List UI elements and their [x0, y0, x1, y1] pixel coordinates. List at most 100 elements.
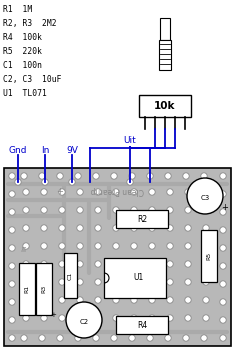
Circle shape: [95, 189, 101, 195]
Circle shape: [131, 243, 137, 249]
Circle shape: [75, 173, 81, 179]
Circle shape: [201, 335, 207, 341]
Circle shape: [220, 299, 226, 305]
Circle shape: [131, 261, 137, 267]
Circle shape: [9, 245, 15, 251]
Circle shape: [220, 335, 226, 341]
Text: Clean Preamp: Clean Preamp: [91, 185, 144, 194]
Circle shape: [23, 243, 29, 249]
Text: C3: C3: [200, 195, 210, 201]
Circle shape: [147, 173, 153, 179]
Circle shape: [23, 315, 29, 321]
Text: R2, R3  2M2: R2, R3 2M2: [3, 19, 57, 28]
Circle shape: [77, 225, 83, 231]
Circle shape: [129, 335, 135, 341]
Text: In: In: [21, 245, 27, 251]
Circle shape: [77, 189, 83, 195]
Circle shape: [167, 225, 173, 231]
Text: Gnd: Gnd: [9, 146, 27, 155]
Circle shape: [131, 189, 137, 195]
Circle shape: [165, 173, 171, 179]
Circle shape: [95, 297, 101, 303]
Text: 10k: 10k: [154, 101, 176, 111]
Circle shape: [95, 207, 101, 213]
Circle shape: [185, 189, 191, 195]
Circle shape: [21, 173, 27, 179]
Circle shape: [113, 297, 119, 303]
Bar: [36, 263, 52, 315]
Circle shape: [93, 335, 99, 341]
Circle shape: [203, 243, 209, 249]
Bar: [160, 18, 170, 40]
Text: R3: R3: [42, 285, 47, 293]
Text: R1  1M: R1 1M: [3, 5, 32, 14]
Circle shape: [185, 315, 191, 321]
Bar: [4, 168, 231, 346]
Circle shape: [77, 261, 83, 267]
Circle shape: [59, 189, 65, 195]
Circle shape: [127, 179, 133, 185]
Circle shape: [57, 335, 63, 341]
Circle shape: [131, 225, 137, 231]
Circle shape: [69, 179, 75, 185]
Text: In: In: [41, 146, 49, 155]
Circle shape: [167, 243, 173, 249]
Circle shape: [41, 297, 47, 303]
Circle shape: [9, 317, 15, 323]
Bar: [64, 253, 77, 298]
Circle shape: [220, 263, 226, 269]
Text: R4: R4: [137, 320, 147, 330]
Circle shape: [23, 279, 29, 285]
Text: R1: R1: [24, 285, 30, 293]
Circle shape: [147, 335, 153, 341]
Bar: [116, 316, 168, 334]
Circle shape: [185, 297, 191, 303]
Circle shape: [185, 225, 191, 231]
Circle shape: [131, 297, 137, 303]
Circle shape: [203, 207, 209, 213]
Circle shape: [9, 209, 15, 215]
Circle shape: [41, 315, 47, 321]
Circle shape: [59, 243, 65, 249]
Text: R2: R2: [137, 214, 147, 224]
Circle shape: [77, 315, 83, 321]
Circle shape: [15, 179, 21, 185]
Bar: [104, 258, 166, 298]
Text: C2: C2: [79, 319, 89, 325]
Circle shape: [187, 178, 223, 214]
Circle shape: [149, 225, 155, 231]
Circle shape: [129, 173, 135, 179]
Circle shape: [95, 243, 101, 249]
Circle shape: [203, 315, 209, 321]
Circle shape: [23, 225, 29, 231]
Circle shape: [41, 261, 47, 267]
Circle shape: [41, 279, 47, 285]
Circle shape: [111, 173, 117, 179]
Circle shape: [77, 207, 83, 213]
Circle shape: [77, 279, 83, 285]
Circle shape: [9, 335, 15, 341]
Text: U1  TL071: U1 TL071: [3, 89, 47, 98]
Circle shape: [39, 173, 45, 179]
Circle shape: [77, 297, 83, 303]
Circle shape: [203, 279, 209, 285]
Circle shape: [203, 225, 209, 231]
Circle shape: [95, 225, 101, 231]
Circle shape: [23, 297, 29, 303]
Circle shape: [167, 189, 173, 195]
Text: C1  100n: C1 100n: [3, 61, 42, 70]
Circle shape: [93, 173, 99, 179]
Bar: [201, 230, 217, 282]
Circle shape: [9, 227, 15, 233]
Circle shape: [59, 315, 65, 321]
Circle shape: [185, 261, 191, 267]
Text: R5: R5: [207, 252, 212, 260]
Circle shape: [59, 279, 65, 285]
Circle shape: [21, 335, 27, 341]
Text: +: +: [50, 312, 56, 318]
Circle shape: [220, 209, 226, 215]
Circle shape: [77, 243, 83, 249]
Circle shape: [59, 261, 65, 267]
Circle shape: [113, 243, 119, 249]
Circle shape: [41, 207, 47, 213]
